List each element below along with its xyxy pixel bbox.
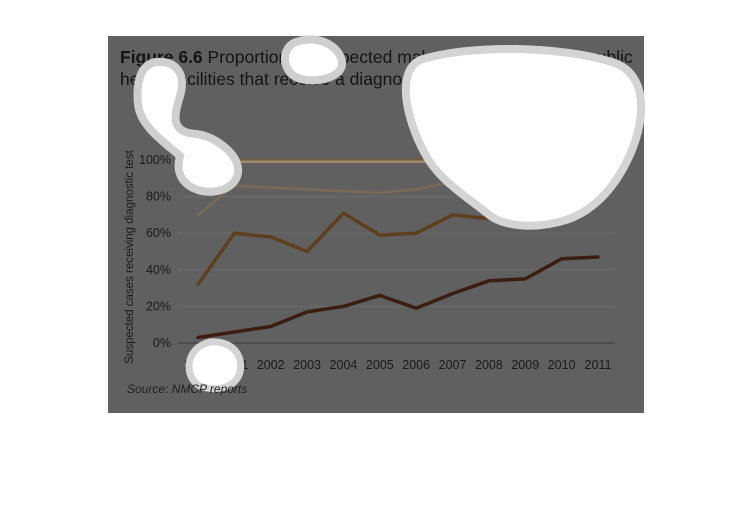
- x-tick-label: 2009: [511, 358, 539, 372]
- overlay-blob-left: [133, 57, 243, 196]
- y-tick-label: 0%: [153, 336, 171, 350]
- source-note: Source: NMCP reports: [127, 382, 247, 396]
- x-tick-label: 2007: [439, 358, 467, 372]
- y-axis-label: Suspected cases receiving diagnostic tes…: [124, 149, 136, 363]
- x-tick-label: 2002: [257, 358, 285, 372]
- source-text: NMCP reports: [168, 382, 248, 396]
- y-tick-label: 20%: [146, 299, 171, 313]
- x-tick-label: 2010: [548, 358, 576, 372]
- y-tick-label: 40%: [146, 263, 171, 277]
- overlay-blobs: [133, 35, 646, 393]
- y-tick-label: 60%: [146, 226, 171, 240]
- overlay-blob-right: [401, 44, 646, 230]
- y-tick-label: 80%: [146, 190, 171, 204]
- y-axis-ticks: 0% 20% 40% 60% 80% 100%: [139, 153, 171, 350]
- x-tick-label: 2004: [330, 358, 358, 372]
- x-tick-label: 2011: [585, 358, 612, 372]
- overlay-blob-bottom: [185, 338, 245, 393]
- x-axis-ticks: 2000200120022003200420052006200720082009…: [184, 358, 611, 372]
- figure-label: Figure 6.6: [120, 47, 203, 67]
- x-tick-label: 2003: [293, 358, 321, 372]
- overlay-blob-top: [281, 35, 346, 85]
- source-label: Source:: [127, 382, 169, 396]
- y-tick-label: 100%: [139, 153, 171, 167]
- x-tick-label: 2005: [366, 358, 394, 372]
- series-line-afr: [196, 255, 600, 340]
- x-tick-label: 2006: [402, 358, 430, 372]
- x-tick-label: 2008: [475, 358, 503, 372]
